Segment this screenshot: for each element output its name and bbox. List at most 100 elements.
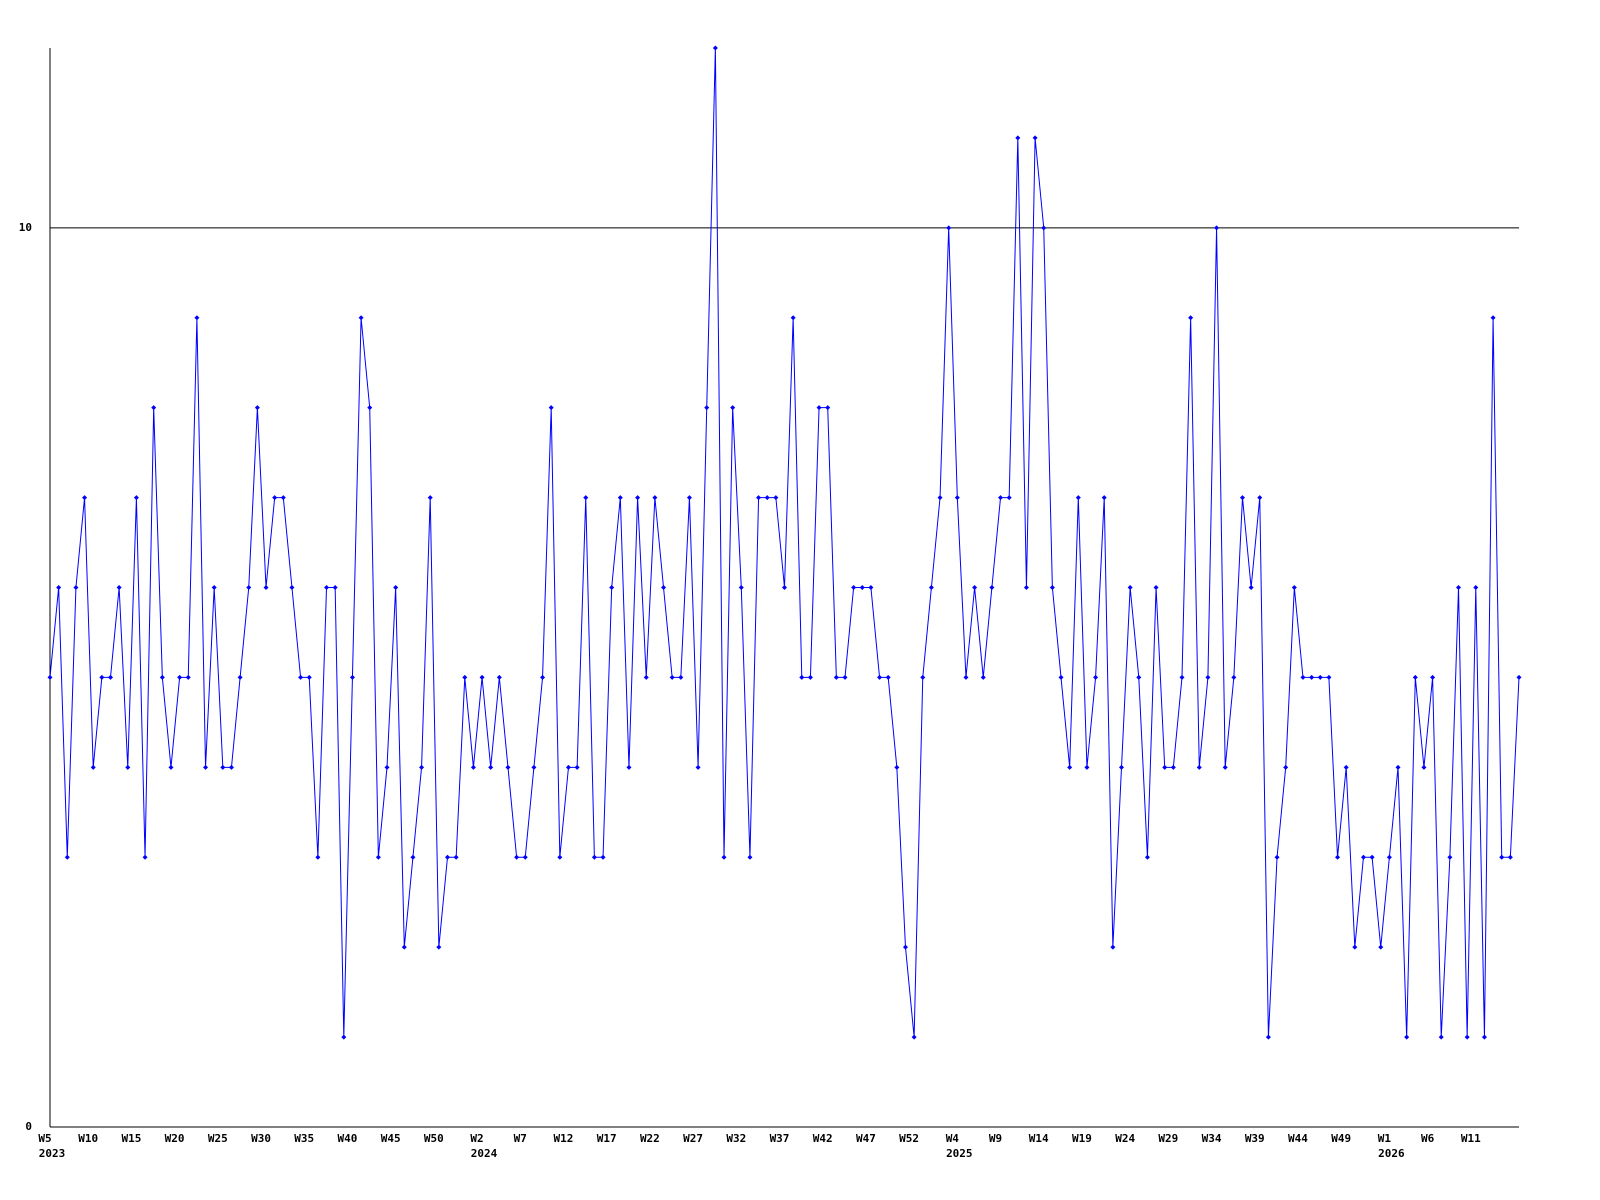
x-tick-label: W45 [381,1132,401,1145]
point [462,674,468,680]
point [980,674,986,680]
point [1015,135,1021,141]
point [220,764,226,770]
point [64,854,70,860]
point [686,495,692,501]
x-tick-label: W49 [1331,1132,1351,1145]
point [90,764,96,770]
point [972,585,978,590]
point [393,585,399,590]
point [211,585,217,590]
x-year-label: 2023 [39,1147,66,1160]
x-tick-label: W34 [1202,1132,1222,1145]
point [1386,854,1392,860]
point [488,764,494,770]
point [928,585,934,590]
x-tick-label: W1 [1378,1132,1392,1145]
point [1144,854,1150,860]
point [1447,854,1453,860]
point [807,674,813,680]
x-tick-label: W25 [208,1132,228,1145]
point [514,854,520,860]
point [591,854,597,860]
point [548,405,554,411]
x-tick-label: W52 [899,1132,919,1145]
point [842,674,848,680]
point [1464,1034,1470,1040]
point [1507,854,1513,860]
point [1119,764,1125,770]
point [773,495,779,501]
point [946,225,952,231]
point [1006,495,1012,501]
point [1067,764,1073,770]
point [730,405,736,411]
point [565,764,571,770]
point [47,674,53,680]
x-tick-label: W19 [1072,1132,1092,1145]
point [1110,944,1116,950]
x-tick-label: W11 [1461,1132,1481,1145]
point [989,585,995,590]
point [142,854,148,860]
point [1300,674,1306,680]
x-tick-label: W47 [856,1132,876,1145]
point [1404,1034,1410,1040]
point [151,405,157,411]
point [237,674,243,680]
point [349,674,355,680]
point [272,495,278,501]
point [937,495,943,501]
point [1335,854,1341,860]
point [1317,674,1323,680]
point [954,495,960,501]
point [600,854,606,860]
point [712,45,718,51]
point [384,764,390,770]
point [998,495,1004,501]
point [609,585,615,590]
point [1162,764,1168,770]
point [704,405,710,411]
point [626,764,632,770]
x-tick-label: W37 [770,1132,790,1145]
x-tick-label: W5 [38,1132,51,1145]
point [695,764,701,770]
point [756,495,762,501]
x-tick-label: W50 [424,1132,444,1145]
line [49,47,1520,1038]
point [1032,135,1038,141]
point [1239,495,1245,501]
point [375,854,381,860]
point [963,674,969,680]
point [531,764,537,770]
point [1421,764,1427,770]
x-tick-label: W14 [1029,1132,1049,1145]
point [496,674,502,680]
point [73,585,79,590]
point [194,315,200,321]
point [177,674,183,680]
point [1412,674,1418,680]
point [877,674,883,680]
point [358,315,364,321]
point [1214,225,1220,231]
x-tick-label: W2 [470,1132,483,1145]
point [1196,764,1202,770]
x-tick-label: W17 [597,1132,617,1145]
point [911,1034,917,1040]
point [1179,674,1185,680]
point [816,405,822,411]
point [1084,764,1090,770]
x-year-label: 2026 [1378,1147,1405,1160]
point [661,585,667,590]
point [159,674,165,680]
point [894,764,900,770]
point [1023,585,1029,590]
point [427,495,433,501]
point [228,764,234,770]
point [1499,854,1505,860]
point [1326,674,1332,680]
point [1170,764,1176,770]
